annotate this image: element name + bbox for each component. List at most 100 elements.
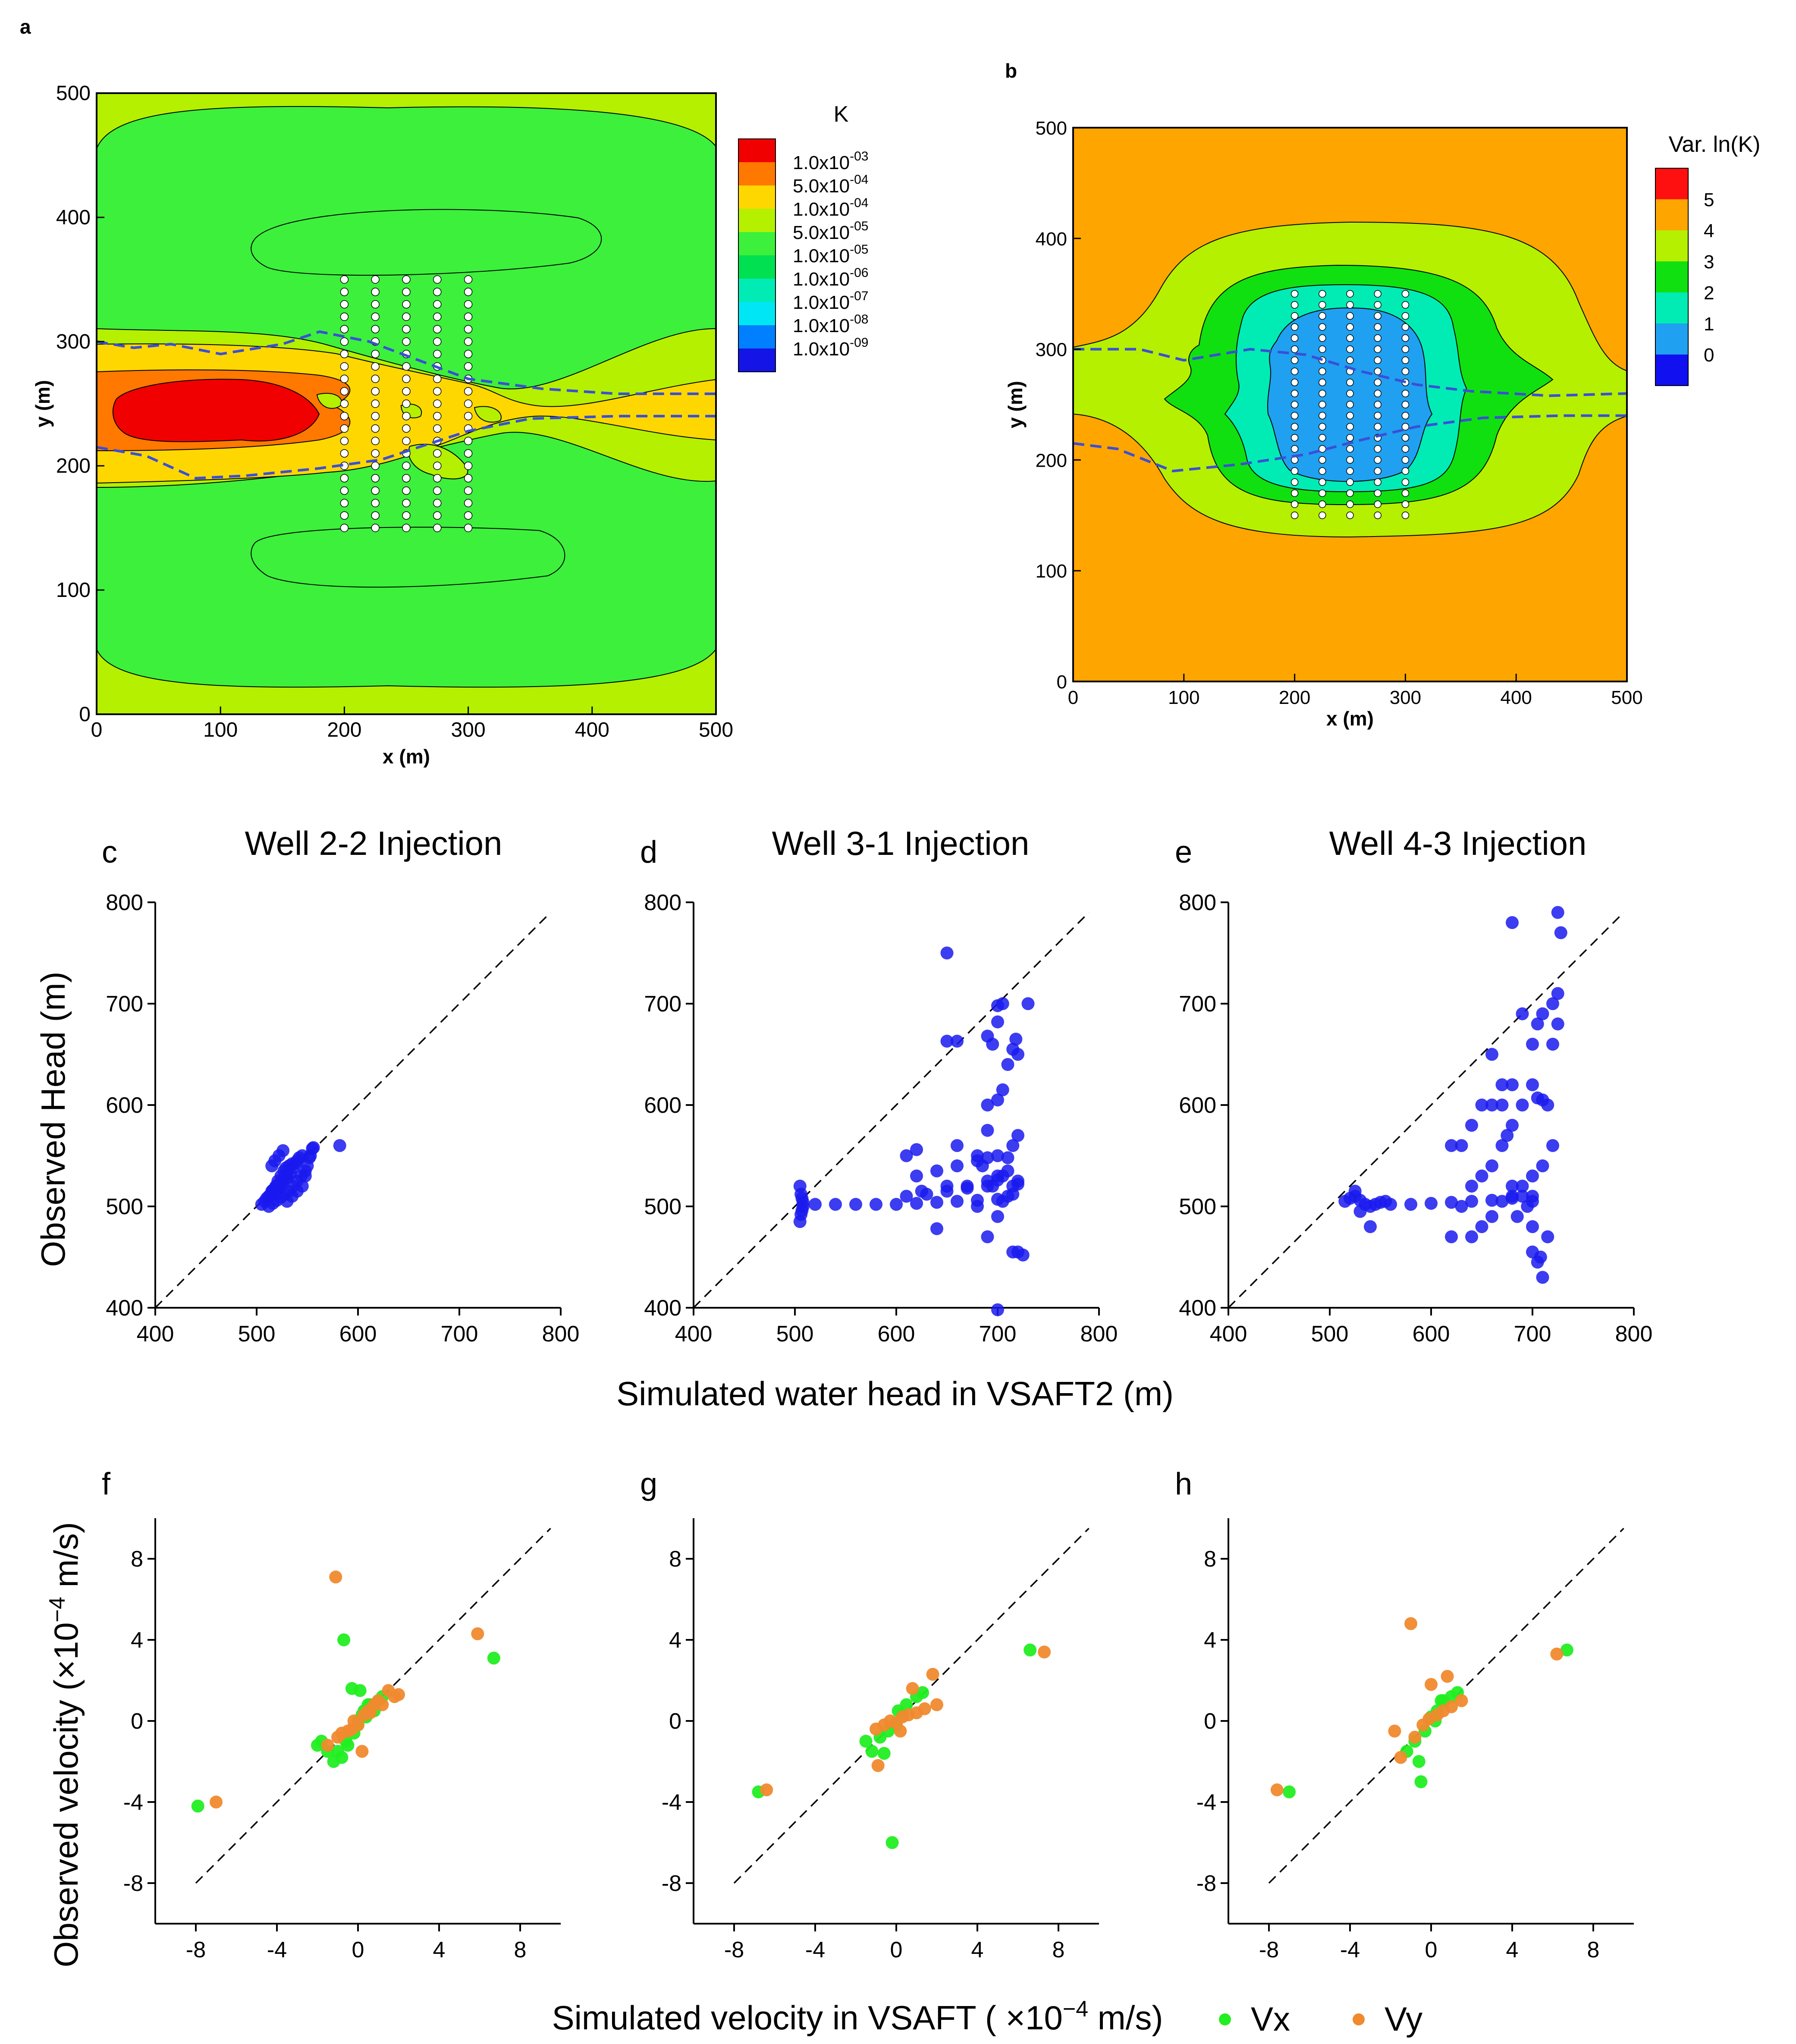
well-marker (340, 474, 349, 483)
x-tick-label: 0 (91, 719, 103, 741)
point-head (991, 1210, 1004, 1223)
legend-label: 2 (1704, 283, 1714, 304)
point-vy (1441, 1670, 1454, 1683)
velocity-xlabel: Simulated velocity in VSAFT ( ×10−4 m/s) (552, 1997, 1163, 2037)
y-tick-label: 500 (644, 1194, 681, 1219)
point-head (1536, 1159, 1549, 1172)
panel-f-plot: -8 -4 0 4 8 -8 -4 0 4 8 (123, 1518, 561, 1962)
legend-bar-frame (738, 138, 776, 372)
point-head (1546, 1038, 1559, 1051)
x-tick-label: 0 (1425, 1937, 1438, 1962)
well-marker (433, 275, 442, 284)
point-vy (1394, 1751, 1407, 1764)
well-marker (1346, 378, 1354, 386)
point-head (1021, 997, 1035, 1010)
well-marker (1319, 323, 1326, 331)
y-tick-label: 600 (1179, 1093, 1216, 1118)
point-head (1485, 1099, 1498, 1111)
well-marker (1374, 411, 1382, 420)
well-marker (464, 399, 473, 408)
point-head (971, 1200, 984, 1213)
legend-label: 1.0x10-06 (793, 266, 868, 290)
legend-label: 1.0x10-03 (793, 149, 868, 173)
well-marker (371, 312, 380, 321)
y-tick-label: 100 (56, 579, 91, 602)
well-marker (1319, 401, 1326, 408)
well-marker (1374, 456, 1382, 464)
point-head (1485, 1159, 1498, 1172)
one-to-one-line (154, 912, 551, 1309)
well-marker (1346, 478, 1354, 486)
point-vx (865, 1745, 879, 1758)
legend-swatch (1655, 199, 1688, 230)
dashed-boundary-2 (1073, 414, 1627, 473)
point-vy (871, 1759, 885, 1772)
legend-swatch (738, 185, 776, 209)
well-marker (1319, 411, 1326, 420)
well-marker (464, 462, 473, 470)
point-head (1495, 1195, 1509, 1208)
well-marker (1374, 323, 1382, 331)
point-head (1516, 1190, 1529, 1203)
y-tick-label: 4 (131, 1628, 143, 1653)
point-head (996, 1083, 1009, 1096)
legend-label: 3 (1704, 251, 1714, 273)
point-head (915, 1184, 928, 1198)
legend-swatch (1655, 168, 1688, 199)
point-vy (471, 1627, 484, 1640)
point-vy (335, 1727, 349, 1740)
well-marker (1319, 478, 1326, 486)
point-head (1526, 1169, 1539, 1183)
x-tick-label: 500 (238, 1322, 276, 1347)
point-head (1455, 1200, 1468, 1213)
point-head (1465, 1119, 1478, 1132)
y-tick-label: 600 (106, 1093, 143, 1118)
point-head (951, 1195, 964, 1208)
x-tick-label: 4 (971, 1937, 984, 1962)
well-marker (1319, 312, 1326, 320)
well-marker (340, 300, 349, 309)
panel-b-xlabel: x (m) (1326, 707, 1374, 730)
well-marker (402, 511, 411, 520)
point-vy (210, 1796, 223, 1809)
point-head (307, 1141, 320, 1154)
well-marker (1346, 334, 1354, 342)
well-marker (1319, 345, 1326, 353)
well-marker (1346, 445, 1354, 453)
point-vy (926, 1667, 939, 1681)
x-tick-label: 0 (352, 1937, 364, 1962)
x-tick-label: 400 (675, 1322, 713, 1347)
legend-vx-marker (1219, 2013, 1231, 2025)
well-marker (1319, 489, 1326, 497)
point-vx (331, 1745, 344, 1758)
well-marker (433, 499, 442, 508)
well-marker (1401, 489, 1410, 497)
well-marker (1290, 389, 1299, 398)
well-marker (433, 374, 442, 383)
well-marker (1319, 301, 1326, 309)
point-head (298, 1164, 312, 1177)
well-marker (1374, 512, 1382, 519)
well-marker (1374, 489, 1382, 497)
contour-small-patch-2 (408, 444, 468, 480)
panel-c-plot: 400 500 600 700 800 400 500 600 700 800 (106, 890, 579, 1347)
well-marker (1401, 389, 1410, 398)
point-head (1445, 1230, 1458, 1243)
panel-h-plot: -8 -4 0 4 8 -8 -4 0 4 8 (1196, 1518, 1634, 1962)
panel-g-letter: g (640, 1467, 657, 1501)
point-head (1465, 1230, 1478, 1243)
x-tick-label: 500 (699, 719, 733, 741)
x-tick-label: 100 (1168, 687, 1199, 708)
well-marker (1290, 301, 1299, 309)
point-head (1526, 1078, 1539, 1091)
point-head (1510, 1210, 1524, 1223)
legend-vy-marker (1353, 2013, 1365, 2025)
x-tick-label: 400 (1210, 1322, 1247, 1347)
y-tick-label: -4 (662, 1790, 681, 1815)
point-head (1495, 1099, 1509, 1111)
velocity-ylabel: Observed velocity (×10−4 m/s) (45, 1522, 85, 1967)
well-marker (1401, 356, 1410, 364)
legend-label: 1.0x10-04 (793, 196, 868, 220)
dashed-boundary-1 (1073, 348, 1627, 397)
y-tick-label: 500 (1179, 1194, 1216, 1219)
